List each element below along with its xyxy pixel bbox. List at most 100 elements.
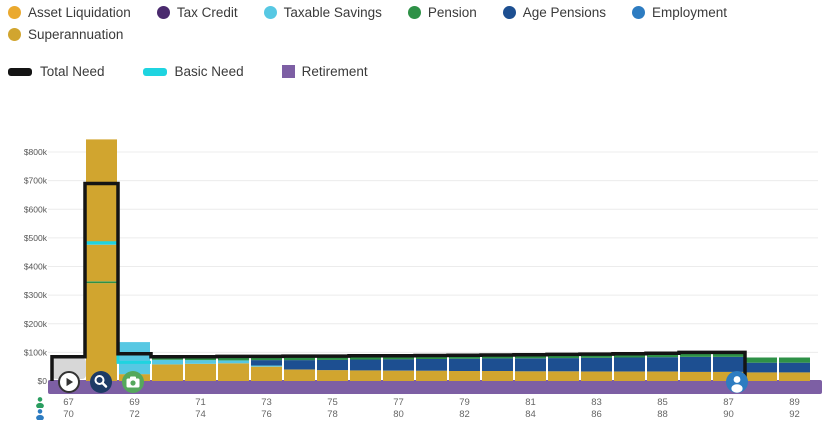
bar-segment-taxable-savings[interactable] bbox=[119, 342, 150, 375]
legend-label: Asset Liquidation bbox=[28, 5, 131, 20]
bar-segment-age-pensions[interactable] bbox=[284, 360, 315, 370]
snapshot-button[interactable] bbox=[122, 371, 144, 393]
legend-item-total-need[interactable]: Total Need bbox=[8, 64, 105, 79]
svg-text:77: 77 bbox=[393, 397, 404, 408]
bar-segment-pension[interactable] bbox=[713, 353, 744, 357]
bar-segment-superannuation[interactable] bbox=[515, 371, 546, 381]
y-tick-label: $300k bbox=[24, 290, 48, 300]
bar-segment-superannuation[interactable] bbox=[581, 371, 612, 381]
bar-segment-superannuation[interactable] bbox=[614, 371, 645, 381]
legend-label: Pension bbox=[427, 5, 477, 20]
bar-segment-age-pensions[interactable] bbox=[416, 359, 447, 371]
legend-item-superannuation[interactable]: Superannuation bbox=[8, 27, 123, 42]
bar-segment-age-pensions[interactable] bbox=[251, 360, 282, 366]
bar-segment-superannuation[interactable] bbox=[746, 372, 777, 381]
bar-segment-pension[interactable] bbox=[317, 357, 348, 360]
y-tick-label: $100k bbox=[24, 347, 48, 357]
bar-segment-superannuation[interactable] bbox=[449, 371, 480, 381]
bar-segment-pension[interactable] bbox=[482, 355, 513, 359]
bar-segment-age-pensions[interactable] bbox=[449, 358, 480, 371]
bar-segment-taxable-savings[interactable] bbox=[152, 359, 183, 365]
bar-segment-pension[interactable] bbox=[185, 357, 216, 361]
bar-segment-pension[interactable] bbox=[416, 356, 447, 359]
bar-segment-pension[interactable] bbox=[383, 356, 414, 360]
bar-segment-age-pensions[interactable] bbox=[779, 362, 810, 373]
bar-segment-pension[interactable] bbox=[152, 357, 183, 360]
bars[interactable] bbox=[86, 139, 810, 381]
svg-text:73: 73 bbox=[261, 397, 272, 408]
bar-segment-superannuation[interactable] bbox=[680, 371, 711, 381]
bar-segment-superannuation[interactable] bbox=[317, 370, 348, 381]
zoom-button[interactable] bbox=[90, 371, 112, 393]
bar-segment-pension[interactable] bbox=[647, 353, 678, 358]
bar-segment-age-pensions[interactable] bbox=[713, 357, 744, 372]
bar-segment-age-pensions[interactable] bbox=[317, 359, 348, 371]
bar-segment-pension[interactable] bbox=[680, 353, 711, 357]
bar-segment-superannuation[interactable] bbox=[548, 371, 579, 381]
bar-segment-superannuation[interactable] bbox=[416, 370, 447, 381]
y-tick-label: $600k bbox=[24, 204, 48, 214]
bar-segment-pension[interactable] bbox=[86, 281, 117, 284]
bar-segment-age-pensions[interactable] bbox=[515, 358, 546, 372]
bar-segment-age-pensions[interactable] bbox=[350, 359, 381, 371]
bar-segment-superannuation[interactable] bbox=[779, 372, 810, 381]
bar-segment-pension[interactable] bbox=[614, 354, 645, 358]
bar-segment-age-pensions[interactable] bbox=[614, 357, 645, 372]
legend-item-age-pensions[interactable]: Age Pensions bbox=[502, 5, 606, 20]
bar-segment-superannuation[interactable] bbox=[482, 371, 513, 381]
bar-segment-superannuation[interactable] bbox=[185, 363, 216, 381]
bar-segment-superannuation[interactable] bbox=[86, 283, 117, 381]
bar-segment-taxable-savings[interactable] bbox=[251, 365, 282, 367]
svg-text:72: 72 bbox=[129, 409, 140, 420]
play-button[interactable] bbox=[58, 371, 80, 393]
bar-segment-pension[interactable] bbox=[251, 357, 282, 361]
legend-item-taxable-savings[interactable]: Taxable Savings bbox=[263, 5, 382, 20]
bar-segment-superannuation[interactable] bbox=[350, 370, 381, 381]
legend-item-tax-credit[interactable]: Tax Credit bbox=[156, 5, 238, 20]
bar-segment-age-pensions[interactable] bbox=[383, 359, 414, 371]
bar-segment-superannuation[interactable] bbox=[284, 369, 315, 381]
bar-segment-pension[interactable] bbox=[350, 356, 381, 360]
bar-segment-superannuation[interactable] bbox=[86, 139, 117, 243]
svg-text:83: 83 bbox=[591, 397, 602, 408]
legend-label: Retirement bbox=[301, 64, 368, 79]
bar-segment-pension[interactable] bbox=[746, 357, 777, 363]
legend-item-pension[interactable]: Pension bbox=[407, 5, 477, 20]
legend-item-basic-need[interactable]: Basic Need bbox=[142, 64, 244, 79]
person-icon bbox=[731, 376, 743, 393]
bar-segment-age-pensions[interactable] bbox=[581, 357, 612, 372]
bar-segment-age-pensions[interactable] bbox=[746, 362, 777, 373]
life-expectancy-button[interactable] bbox=[726, 371, 748, 393]
bar-segment-superannuation[interactable] bbox=[251, 366, 282, 381]
bar-segment-superannuation[interactable] bbox=[218, 363, 249, 381]
legend-label: Employment bbox=[652, 5, 728, 20]
bar-segment-pension[interactable] bbox=[218, 357, 249, 361]
basic-need-swatch bbox=[142, 67, 167, 76]
bar-segment-age-pensions[interactable] bbox=[680, 357, 711, 372]
bar-segment-age-pensions[interactable] bbox=[482, 358, 513, 371]
legend-item-retirement[interactable]: Retirement bbox=[281, 64, 368, 79]
bar-segment-pension[interactable] bbox=[581, 354, 612, 358]
bar-segment-taxable-savings[interactable] bbox=[185, 360, 216, 364]
total-need-line bbox=[50, 181, 747, 381]
legend-item-employment[interactable]: Employment bbox=[632, 5, 727, 20]
bar-segment-pension[interactable] bbox=[449, 355, 480, 359]
bar-segment-pension[interactable] bbox=[548, 355, 579, 359]
bar-segment-superannuation[interactable] bbox=[383, 370, 414, 381]
bar-segment-age-pensions[interactable] bbox=[548, 358, 579, 372]
legend-item-asset-liquidation[interactable]: Asset Liquidation bbox=[8, 5, 131, 20]
bar-segment-pension[interactable] bbox=[284, 357, 315, 361]
svg-text:80: 80 bbox=[393, 409, 404, 420]
bar-segment-superannuation[interactable] bbox=[86, 244, 117, 282]
bar-segment-pension[interactable] bbox=[515, 355, 546, 359]
bar-segment-age-pensions[interactable] bbox=[647, 357, 678, 372]
svg-text:85: 85 bbox=[657, 397, 668, 408]
series-legend-row-2: Superannuation bbox=[8, 27, 753, 42]
bar-segment-superannuation[interactable] bbox=[647, 371, 678, 381]
bar-segment-superannuation[interactable] bbox=[152, 364, 183, 381]
bar-segment-pension[interactable] bbox=[779, 357, 810, 363]
svg-text:76: 76 bbox=[261, 409, 272, 420]
bar-segment-taxable-savings[interactable] bbox=[218, 360, 249, 364]
